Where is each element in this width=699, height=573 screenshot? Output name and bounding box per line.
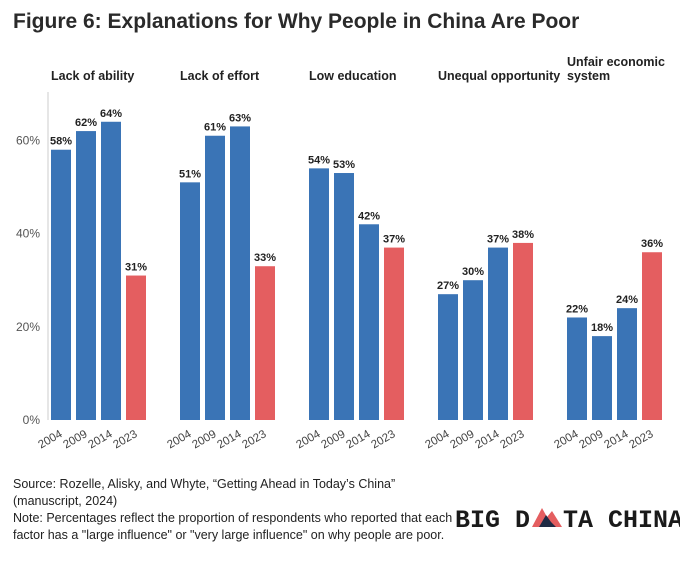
x-tick-label: 2004 [423, 428, 452, 451]
big-data-china-logo: BIG D TA CHINA [455, 506, 680, 533]
bar [255, 266, 275, 420]
bar [180, 182, 200, 420]
bar [567, 317, 587, 420]
bar-chart: 0% 20% 40% 60% 58% 2004 62% 2009 64% 2014 31% 2023 5… [16, 92, 663, 451]
bar [76, 131, 96, 420]
footnote: Source: Rozelle, Alisky, and Whyte, “Get… [13, 476, 453, 544]
x-tick-label: 2004 [552, 428, 581, 451]
x-tick-label: 2004 [165, 428, 194, 451]
bar [488, 247, 508, 420]
panel-title: Low education [309, 69, 397, 83]
bar [463, 280, 483, 420]
x-tick-label: 2014 [215, 428, 244, 451]
panel-title: Unequal opportunity [438, 69, 561, 83]
x-tick-label: 2009 [577, 428, 605, 451]
bar [334, 173, 354, 420]
y-tick-label: 20% [16, 320, 40, 334]
x-tick-label: 2009 [319, 428, 347, 451]
bar [205, 135, 225, 421]
x-tick-label: 2004 [36, 428, 65, 451]
data-label: 30% [462, 266, 484, 278]
x-tick-label: 2023 [369, 428, 397, 451]
data-label: 24% [616, 294, 638, 306]
panel-title: Lack of effort [180, 69, 260, 83]
x-tick-label: 2023 [240, 428, 268, 451]
bar [101, 121, 121, 420]
bar [438, 294, 458, 420]
bar [592, 336, 612, 420]
data-label: 31% [125, 262, 147, 274]
x-tick-label: 2009 [190, 428, 218, 451]
x-tick-label: 2023 [627, 428, 655, 451]
data-label: 64% [100, 108, 122, 120]
bar [359, 224, 379, 420]
x-tick-label: 2009 [448, 428, 476, 451]
data-label: 53% [333, 159, 355, 171]
chart-title: Figure 6: Explanations for Why People in… [13, 10, 580, 33]
source-note: Source: Rozelle, Alisky, and Whyte, “Get… [13, 477, 396, 508]
panel-title: Lack of ability [51, 69, 135, 83]
panel-title: Unfair economic system [567, 55, 665, 83]
bar [642, 252, 662, 420]
data-label: 54% [308, 154, 330, 166]
bar [230, 126, 250, 421]
logo-text-part2: TA CHINA [563, 506, 680, 533]
x-tick-label: 2014 [473, 428, 502, 451]
data-label: 38% [512, 229, 534, 241]
x-tick-label: 2004 [294, 428, 323, 451]
bar [309, 168, 329, 420]
x-tick-label: 2014 [86, 428, 115, 451]
logo-text-part1: BIG D [455, 506, 530, 533]
x-tick-label: 2014 [602, 428, 631, 451]
data-label: 37% [487, 234, 509, 246]
x-tick-label: 2023 [111, 428, 139, 451]
bar [513, 242, 533, 420]
bar [617, 308, 637, 420]
y-tick-label: 60% [16, 133, 40, 147]
bar [51, 149, 71, 420]
x-tick-label: 2009 [61, 428, 89, 451]
data-label: 42% [358, 210, 380, 222]
data-label: 36% [641, 238, 663, 250]
bar [126, 275, 146, 420]
y-tick-label: 40% [16, 227, 40, 241]
data-label: 22% [566, 303, 588, 315]
data-label: 63% [229, 112, 251, 124]
data-label: 62% [75, 117, 97, 129]
data-label: 58% [50, 136, 72, 148]
x-tick-label: 2023 [498, 428, 526, 451]
data-label: 61% [204, 122, 226, 134]
data-label: 18% [591, 322, 613, 334]
methodology-note: Note: Percentages reflect the proportion… [13, 511, 453, 542]
y-tick-label: 0% [23, 413, 41, 427]
data-label: 37% [383, 234, 405, 246]
x-tick-label: 2014 [344, 428, 373, 451]
data-label: 33% [254, 252, 276, 264]
bar [384, 247, 404, 420]
data-label: 27% [437, 280, 459, 292]
data-label: 51% [179, 168, 201, 180]
